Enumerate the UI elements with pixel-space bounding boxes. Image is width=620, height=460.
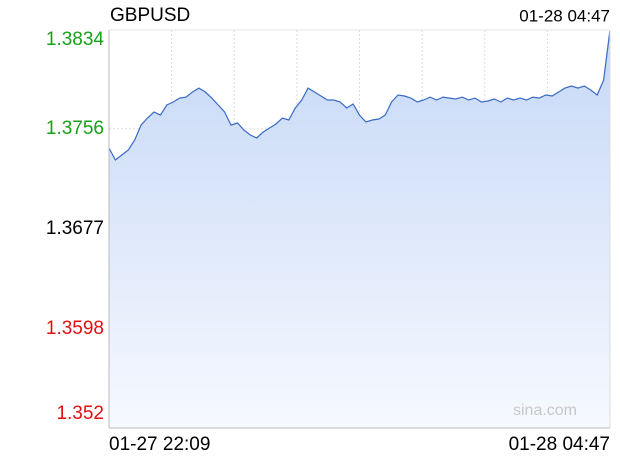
area-fill (109, 30, 610, 428)
x-tick-label: 01-27 22:09 (109, 434, 210, 455)
latest-time: 01-28 04:47 (519, 6, 610, 25)
chart-title: GBPUSD (110, 5, 190, 26)
watermark: sina.com (513, 402, 577, 419)
x-tick-label: 01-28 04:47 (509, 434, 610, 455)
y-tick-label: 1.3756 (46, 118, 104, 139)
y-tick-label: 1.3598 (46, 318, 104, 339)
plot-area: 1.352 1.3598 1.3677 1.3756 1.3834 01-27 22:09… (46, 29, 611, 455)
y-tick-label: 1.3834 (46, 29, 105, 50)
y-tick-label: 1.352 (56, 403, 104, 424)
price-line (108, 29, 611, 161)
y-tick-label: 1.3677 (46, 218, 104, 239)
